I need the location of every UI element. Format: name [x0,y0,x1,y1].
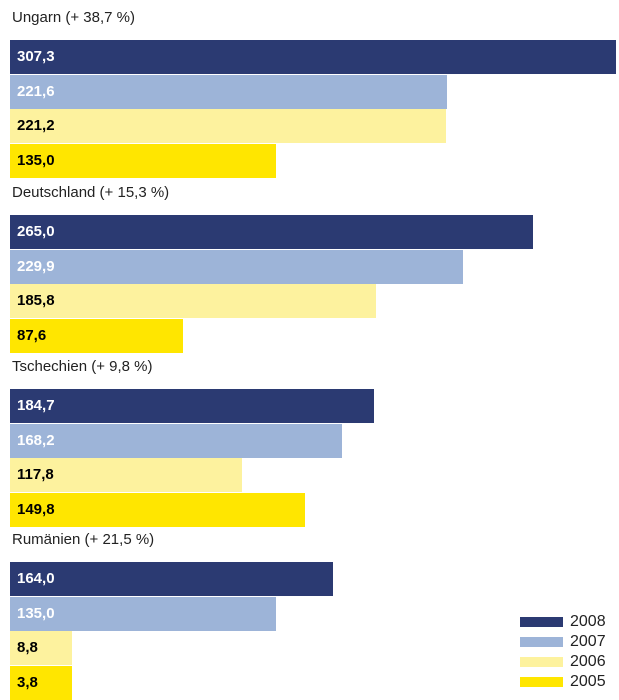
bar-value-label: 8,8 [17,639,38,656]
group-title: Deutschland (+ 15,3 %) [12,184,170,201]
bar-value-label: 229,9 [17,257,55,275]
legend-item-2006: 2006 [520,652,619,672]
bar-value-label: 307,3 [17,48,55,65]
legend-item-2008: 2008 [520,612,619,632]
bar-value-label: 149,8 [17,500,55,518]
legend-label: 2008 [570,613,606,630]
bar-value-label: 168,2 [17,431,55,449]
bar-value-label: 117,8 [17,466,54,483]
bar-value-label: 265,0 [17,223,55,240]
bar-2007: 135,0 [10,596,277,631]
group-title: Tschechien (+ 9,8 %) [12,358,153,375]
legend-swatch [520,657,563,667]
legend-label: 2006 [570,653,606,670]
bar-2007: 221,6 [10,74,447,109]
legend-item-2007: 2007 [520,632,619,652]
bar-2006: 221,2 [10,109,447,143]
bar-2007: 168,2 [10,423,342,458]
legend-item-2005: 2005 [520,672,619,692]
bar-2005: 149,8 [10,492,306,527]
legend-swatch [520,637,563,647]
group-title: Ungarn (+ 38,7 %) [12,9,135,26]
bar-2006: 117,8 [10,458,243,492]
bar-value-label: 135,0 [17,604,55,622]
bar-value-label: 221,6 [17,82,55,100]
bar-value-label: 135,0 [17,151,55,169]
bar-2005: 135,0 [10,143,277,178]
bar-2007: 229,9 [10,249,464,284]
bar-2008: 307,3 [10,40,616,74]
bar-2008: 164,0 [10,562,334,596]
bar-value-label: 185,8 [17,292,55,309]
bar-2008: 265,0 [10,215,533,249]
bar-value-label: 3,8 [17,673,38,691]
legend-label: 2005 [570,673,606,690]
bar-2005: 87,6 [10,318,183,353]
legend-swatch [520,617,563,627]
bar-value-label: 221,2 [17,117,55,134]
bar-2005: 3,8 [10,665,72,700]
legend-label: 2007 [570,633,606,650]
bar-value-label: 87,6 [17,326,47,344]
group-title: Rumänien (+ 21,5 %) [12,531,155,548]
legend-swatch [520,677,563,687]
bar-2006: 8,8 [10,631,72,665]
bar-2008: 184,7 [10,389,375,423]
bar-value-label: 164,0 [17,570,55,587]
chart-legend: 2008 2007 2006 2005 [520,612,619,697]
bar-2006: 185,8 [10,284,377,318]
bar-value-label: 184,7 [17,397,55,414]
